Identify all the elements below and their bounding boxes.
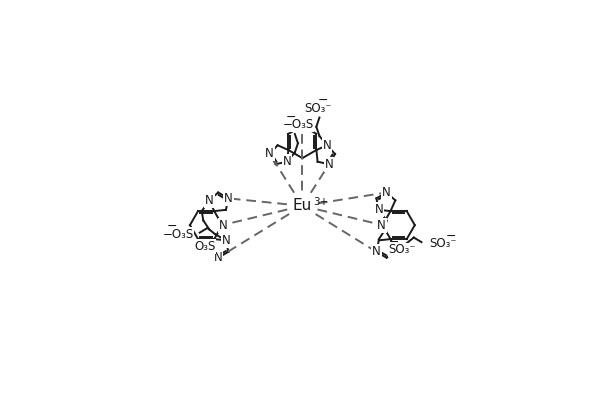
Text: −: − (286, 110, 296, 124)
Text: N: N (378, 218, 386, 232)
Text: N: N (323, 139, 332, 152)
Text: N: N (219, 218, 227, 232)
Text: SO₃⁻: SO₃⁻ (430, 237, 457, 250)
Text: N: N (324, 158, 333, 171)
Text: −: − (318, 94, 329, 107)
Text: N: N (214, 251, 222, 264)
Text: N: N (382, 186, 391, 199)
Text: N: N (205, 194, 214, 207)
Text: −: − (194, 234, 204, 247)
Text: N: N (224, 192, 232, 205)
Text: −: − (445, 230, 456, 242)
Text: N: N (391, 243, 399, 256)
Text: SO₃⁻: SO₃⁻ (304, 102, 332, 115)
Text: −O₃S: −O₃S (163, 228, 194, 241)
Text: Eu: Eu (293, 198, 312, 213)
Text: N: N (298, 119, 307, 132)
Text: −: − (389, 236, 399, 249)
Text: N: N (283, 155, 291, 168)
Text: N: N (375, 203, 384, 216)
Text: N: N (266, 148, 274, 160)
Text: −O₃S: −O₃S (282, 118, 313, 131)
Text: SO₃⁻: SO₃⁻ (388, 244, 416, 256)
Text: −: − (167, 220, 177, 233)
Text: N: N (221, 234, 230, 247)
Text: O₃S: O₃S (194, 240, 215, 253)
Text: 3+: 3+ (313, 197, 329, 207)
Text: N: N (372, 245, 381, 258)
